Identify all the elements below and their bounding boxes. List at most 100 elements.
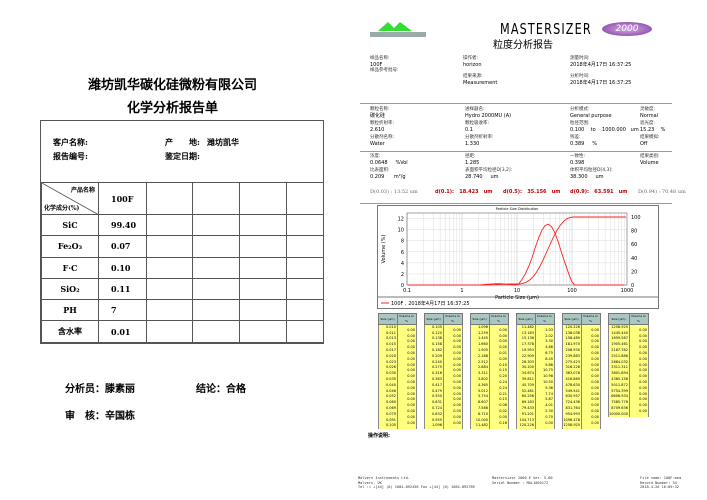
field: 一致性: 0.398 [570,154,585,166]
table-row: 239.883 0.00 [562,353,601,363]
field-label: 样品参考批号: [370,68,399,73]
volume-cell: 0.00 [397,339,417,345]
volume-cell: 0.00 [581,339,601,345]
table-row: 6606.934 0.00 [608,394,649,403]
table-row: 104.713 0.00 [516,417,555,427]
table-row: 0.040 0.00 [378,382,417,392]
product-name-header: 产品名称 [70,187,95,194]
size-header: Size (µm) [608,313,630,325]
field: 结果模拟: Off [640,135,660,147]
component-value: 0.11 [98,277,147,301]
field-value: Off [640,141,648,147]
table-row: 34.674 10.98 [516,370,555,380]
table-row: 0.724 0.00 [424,405,463,415]
volume-cell [628,414,649,421]
size-cell: 5011.872 [608,382,630,389]
volume-cell: 2.02 [535,333,555,340]
table-row: 0.631 0.00 [424,399,463,409]
footer-line: Malvern, UK [358,480,382,485]
table-row: 0.479 0.00 [424,388,463,398]
table-row: 8709.636 0.00 [608,405,649,415]
table-row: 69.183 4.01 [516,399,555,409]
size-cell: 0.105 [378,423,398,429]
field: 粒径范围: 0.100 to 1000.000 um [570,121,639,133]
volume-cell: 0.00 [628,397,649,403]
meta-field: 操作者: horizon [463,56,482,68]
size-cell: 275.423 [562,359,582,366]
size-cell: 0.105 [424,324,444,331]
table-row: 549.541 0.00 [562,388,601,398]
y-axis-label: Volume (%) [381,235,387,264]
field-value: General purpose [570,113,612,119]
footer-center: Mastersizer 2000 E Ver. 5.60 Serial Numbe… [492,476,553,485]
volume-cell: 0.00 [443,379,463,386]
size-cell: 1258.925 [608,324,630,331]
field-value: 0.398 [570,160,585,166]
field-value: 碳化硅 [370,113,386,119]
volume-cell: 0.00 [628,350,649,357]
x-tick-label: 100 [567,288,577,294]
table-row: 316.228 0.00 [562,365,601,374]
volume-cell: 0.00 [397,402,417,409]
size-header: Size (µm) [470,313,490,325]
table-row: 0.069 0.00 [378,405,417,415]
volume-cell: 0.00 [443,373,463,380]
field-label: 一致性: [570,154,586,159]
field-value: 2018年4月17日 16:37:25 [570,80,632,86]
field-value: Hydro 2000MU (A) [465,113,512,119]
table-row: 0.316 0.00 [424,370,463,380]
volume-cell: 7.74 [535,391,555,398]
size-cell: 1096.478 [562,417,582,424]
volume-cell: 4.01 [535,402,555,409]
table-row: 1096.478 0.00 [562,417,601,427]
table-row: 3311.311 0.00 [608,365,649,374]
field: 遮光度: 15.23 % [640,121,665,133]
table-row: 4.365 0.24 [470,382,509,392]
volume-cell: 0.15 [489,397,509,403]
size-volume-table: Size (µm) Volume In % 0.105 0.00 0.120 0.00 0.… [424,313,463,432]
field-label: 径距: [465,154,476,159]
composition-row: SiO₂ 0.11 [41,277,324,301]
size-cell: 3801.894 [608,370,630,377]
volume-cell: 0.24 [489,385,509,392]
field-label: 灵敏度: [640,107,656,112]
volume-cell: 0.00 [581,344,601,351]
table-row: 0.240 0.00 [424,359,463,369]
table-row: 17.378 4.86 [516,341,555,351]
volume-cell: 0.00 [397,327,417,334]
volume-cell: 0.21 [489,391,509,398]
component-value: 0.01 [98,320,147,343]
table-row: 630.957 0.00 [562,394,601,403]
field: 颗粒吸收率: 0.1 [465,121,489,133]
d01: d(0.1): 18.423 um [435,189,493,195]
footer-line: Record Number: 34 [640,480,677,485]
table-row: 5754.399 0.00 [608,388,649,398]
malvern-logo [368,20,428,40]
volume-cell: 0.00 [489,327,509,334]
volume-cell: 0.00 [397,391,417,398]
y-tick-label: 6 [401,250,404,256]
x-tick-label: 10 [514,288,520,294]
brand-badge: 2000 [602,22,652,36]
volume-cell: 0.00 [443,391,463,398]
volume-cell: 0.00 [443,327,463,334]
table-row: 0.020 0.00 [378,353,417,363]
field-label: 粒径范围: [570,121,590,126]
y2-tick-label: 0 [631,283,634,289]
field-value: Water [370,141,385,147]
volume-cell: 0.05 [489,356,509,363]
volume-header: Volume In % [397,313,417,325]
size-header: Size (µm) [516,313,536,325]
volume-cell: 0.00 [397,362,417,369]
size-cell: 4365.158 [608,376,630,383]
volume-cell: 0.00 [397,350,417,357]
table-row: 6.607 0.08 [470,399,509,409]
origin-value: 潍坊凯华 [207,137,239,147]
table-row: 0.052 0.00 [378,394,417,403]
volume-cell: 0.00 [397,344,417,351]
table-row: 0.017 0.00 [378,347,417,357]
footer-line: Serial Number : MAL1005172 [492,480,549,485]
table-row: 1.905 0.01 [470,347,509,357]
volume-cell: 0.00 [628,362,649,369]
table-row: 138.038 0.00 [562,330,601,340]
